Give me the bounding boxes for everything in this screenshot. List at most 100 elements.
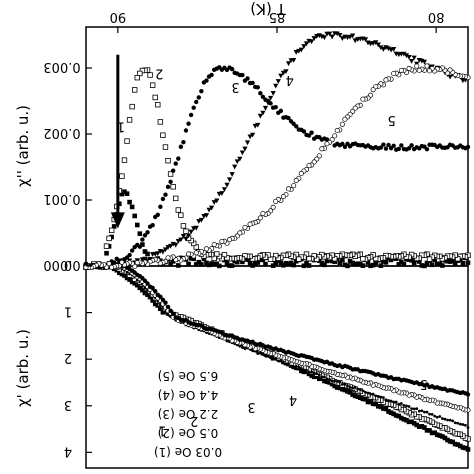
point (119, 259, 125, 265)
point (181, 139, 186, 145)
point (134, 282, 140, 288)
point (424, 428, 430, 433)
point (201, 256, 207, 262)
y-tick-label: 0.002 (43, 125, 80, 140)
point (410, 407, 413, 411)
point (465, 260, 471, 266)
point (440, 417, 444, 420)
point (183, 228, 189, 234)
point (389, 399, 393, 403)
point (375, 42, 381, 48)
point (191, 226, 197, 232)
point (458, 422, 462, 426)
point (383, 45, 389, 51)
point (152, 301, 158, 307)
point (416, 57, 422, 63)
point (127, 199, 132, 205)
point (281, 115, 286, 120)
point (346, 384, 349, 388)
point (414, 422, 420, 428)
curve-label: 5 (387, 112, 395, 127)
point (434, 432, 440, 438)
point (173, 161, 178, 166)
point (304, 260, 309, 266)
point (355, 394, 361, 399)
point (279, 359, 283, 362)
point (288, 58, 294, 64)
point (165, 304, 171, 310)
y-tick-label: 4 (64, 443, 72, 458)
point (284, 362, 288, 366)
point (352, 262, 358, 267)
point (265, 100, 271, 106)
point (407, 405, 411, 408)
point (370, 262, 376, 268)
point (307, 370, 311, 374)
point (285, 61, 292, 67)
point (401, 417, 407, 422)
point (270, 204, 276, 210)
curve-label: 4 (289, 392, 297, 407)
point (445, 437, 450, 443)
point (137, 231, 143, 236)
point (329, 34, 335, 40)
point (364, 390, 367, 394)
point (293, 177, 299, 183)
point (332, 259, 337, 265)
point (247, 221, 253, 227)
point (129, 204, 135, 210)
point (175, 238, 181, 244)
point (142, 290, 148, 296)
point (380, 47, 386, 52)
point (352, 393, 358, 399)
point (122, 189, 127, 195)
point (342, 144, 348, 150)
point (388, 145, 394, 151)
point (224, 260, 230, 266)
point (429, 430, 435, 436)
point (409, 257, 414, 263)
point (320, 375, 324, 379)
point (358, 388, 362, 391)
point (194, 99, 199, 105)
curve-label: 5 (419, 376, 427, 391)
point (435, 415, 439, 419)
point (206, 74, 212, 79)
point (303, 41, 310, 47)
point (394, 400, 398, 404)
point (129, 103, 135, 110)
point (255, 260, 261, 265)
curve-label: 1 (117, 118, 125, 133)
point (170, 184, 176, 190)
point (315, 372, 319, 376)
point (433, 414, 437, 418)
point (368, 263, 373, 269)
point (337, 260, 343, 266)
point (257, 113, 263, 119)
point (203, 246, 210, 252)
point (291, 183, 297, 189)
point (180, 234, 187, 239)
point (342, 116, 348, 122)
point (204, 260, 209, 266)
point (408, 58, 415, 64)
point (411, 146, 417, 152)
point (370, 401, 376, 407)
point (383, 146, 389, 151)
point (132, 87, 138, 93)
point (263, 261, 268, 267)
point (365, 260, 371, 265)
point (238, 344, 242, 348)
point (355, 261, 361, 266)
chi-prime-frame (85, 265, 469, 469)
point (106, 261, 112, 267)
point (332, 143, 337, 148)
y-tick-label: 0.001 (43, 191, 80, 206)
point (256, 352, 260, 355)
point (298, 47, 304, 53)
point (360, 96, 366, 102)
point (342, 34, 348, 40)
point (452, 441, 458, 447)
point (374, 394, 378, 398)
point (273, 260, 279, 266)
